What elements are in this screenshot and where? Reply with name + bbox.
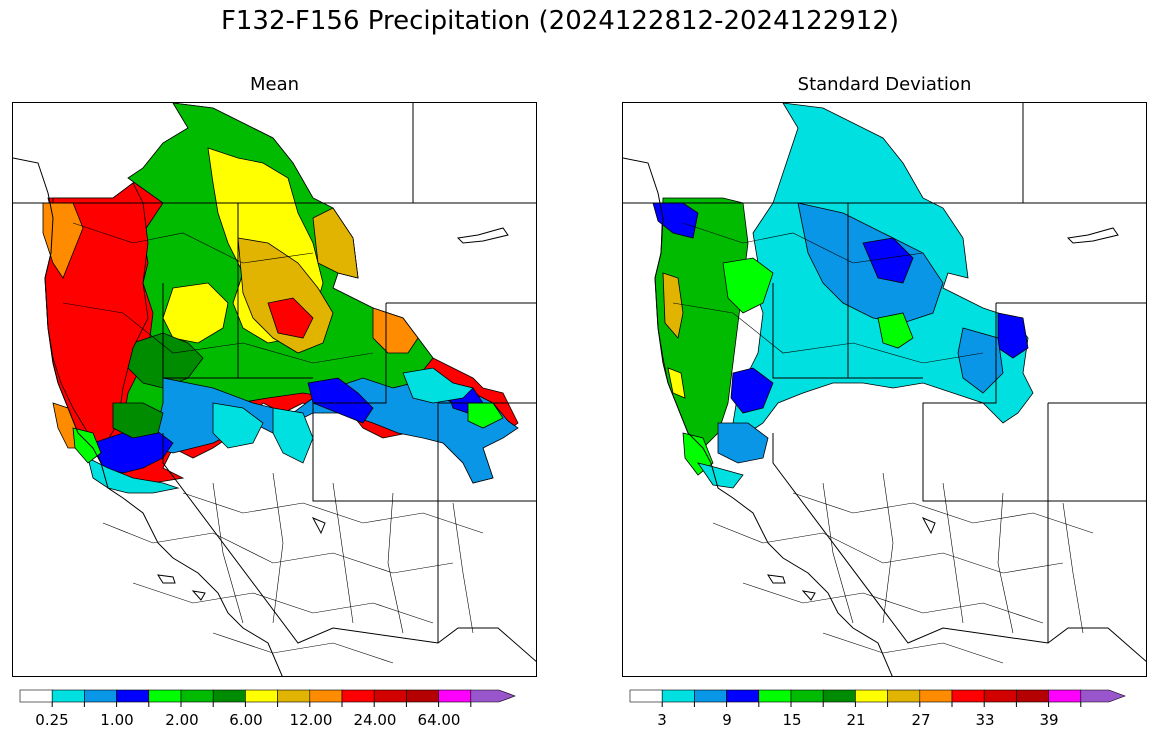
- figure-title: F132-F156 Precipitation (2024122812-2024…: [220, 6, 900, 36]
- island-outline: [767, 574, 786, 584]
- std-filled-regions: [652, 103, 1034, 489]
- region-fill: [697, 462, 744, 489]
- region-fill: [730, 367, 774, 414]
- colorbar-segment: [822, 689, 856, 703]
- region-boundary: [162, 433, 536, 662]
- mean-colorbar: [19, 689, 530, 707]
- colorbar-segment: [1080, 689, 1126, 703]
- std-tick-label: 33: [975, 711, 995, 729]
- colorbar-segment: [212, 689, 246, 703]
- std-tick-label: 39: [1039, 711, 1059, 729]
- colorbar-segment: [277, 689, 311, 703]
- colorbar-segment: [116, 689, 150, 703]
- mean-filled-regions: [42, 103, 519, 494]
- colorbar-segment: [629, 689, 663, 703]
- colorbar-segment: [951, 689, 985, 703]
- colorbar-segment: [694, 689, 727, 703]
- region-fill: [272, 407, 314, 464]
- region-fill: [862, 237, 914, 284]
- region-fill: [877, 312, 914, 349]
- colorbar-segment: [983, 689, 1017, 703]
- colorbar-segment: [341, 689, 375, 703]
- colorbar-segment: [51, 689, 85, 703]
- region-fill: [87, 457, 180, 494]
- colorbar-segment: [1048, 689, 1082, 703]
- colorbar-segment: [373, 689, 407, 703]
- region-fill: [212, 402, 264, 449]
- colorbar-segment: [84, 689, 117, 703]
- region-fill: [112, 402, 164, 439]
- mean-tick-label: 2.00: [165, 711, 199, 729]
- region-boundary: [772, 433, 1146, 662]
- region-fill: [307, 377, 374, 424]
- colorbar-segment: [148, 689, 182, 703]
- region-fill: [162, 282, 229, 344]
- colorbar-segment: [661, 689, 695, 703]
- colorbar-segment: [470, 689, 516, 703]
- std-boundaries: [623, 103, 1146, 676]
- mean-tick-label: 64.00: [417, 711, 461, 729]
- basin-lines: [62, 222, 484, 664]
- std-tick-label: 3: [657, 711, 667, 729]
- std-tick-label: 21: [846, 711, 866, 729]
- basin-lines: [672, 222, 1094, 664]
- region-fill: [267, 297, 314, 339]
- region-fill: [372, 307, 419, 354]
- region-fill: [662, 272, 684, 339]
- mean-tick-label: 24.00: [353, 711, 397, 729]
- region-fill: [717, 422, 769, 464]
- std-panel-title: Standard Deviation: [797, 74, 972, 95]
- region-fill: [312, 207, 359, 279]
- mean-panel-title: Mean: [249, 74, 300, 95]
- island-outline: [1066, 227, 1119, 244]
- mean-map: [12, 102, 537, 677]
- mean-boundaries: [13, 103, 536, 676]
- mean-tick-label: 6.00: [229, 711, 263, 729]
- colorbar-segment: [180, 689, 214, 703]
- island-outline: [921, 517, 936, 535]
- basin-lines: [822, 472, 1084, 634]
- std-tick-label: 15: [782, 711, 802, 729]
- region-fill: [997, 312, 1029, 359]
- region-fill: [652, 202, 699, 239]
- region-fill: [797, 202, 944, 324]
- region-fill: [957, 327, 1004, 394]
- std-map: [622, 102, 1147, 677]
- std-colorbar: [629, 689, 1140, 707]
- region-fill: [402, 367, 474, 404]
- colorbar-segment: [309, 689, 343, 703]
- colorbar-segment: [438, 689, 472, 703]
- island-outline: [801, 590, 816, 601]
- colorbar-segment: [406, 689, 439, 703]
- region-fill: [152, 377, 519, 484]
- mean-tick-label: 1.00: [100, 711, 134, 729]
- coastline: [13, 157, 283, 676]
- std-tick-label: 27: [911, 711, 931, 729]
- region-boundary: [312, 302, 536, 643]
- colorbar-segment: [726, 689, 760, 703]
- colorbar-segment: [758, 689, 792, 703]
- region-fill: [667, 367, 686, 399]
- colorbar-segment: [887, 689, 921, 703]
- region-fill: [722, 257, 774, 314]
- coastline: [623, 157, 893, 676]
- island-outline: [311, 517, 326, 535]
- island-outline: [157, 574, 176, 584]
- region-fill: [72, 427, 102, 464]
- mean-tick-label: 12.00: [289, 711, 333, 729]
- island-outline: [191, 590, 206, 601]
- basin-lines: [212, 472, 474, 634]
- std-tick-label: 9: [722, 711, 732, 729]
- colorbar-segment: [790, 689, 824, 703]
- mean-tick-label: 0.25: [35, 711, 69, 729]
- colorbar-segment: [1016, 689, 1049, 703]
- island-outline: [456, 227, 509, 244]
- colorbar-segment: [919, 689, 953, 703]
- colorbar-segment: [19, 689, 53, 703]
- region-boundary: [162, 203, 313, 379]
- colorbar-segment: [245, 689, 278, 703]
- region-boundary: [772, 203, 923, 379]
- region-boundary: [922, 302, 1146, 643]
- colorbar-segment: [855, 689, 888, 703]
